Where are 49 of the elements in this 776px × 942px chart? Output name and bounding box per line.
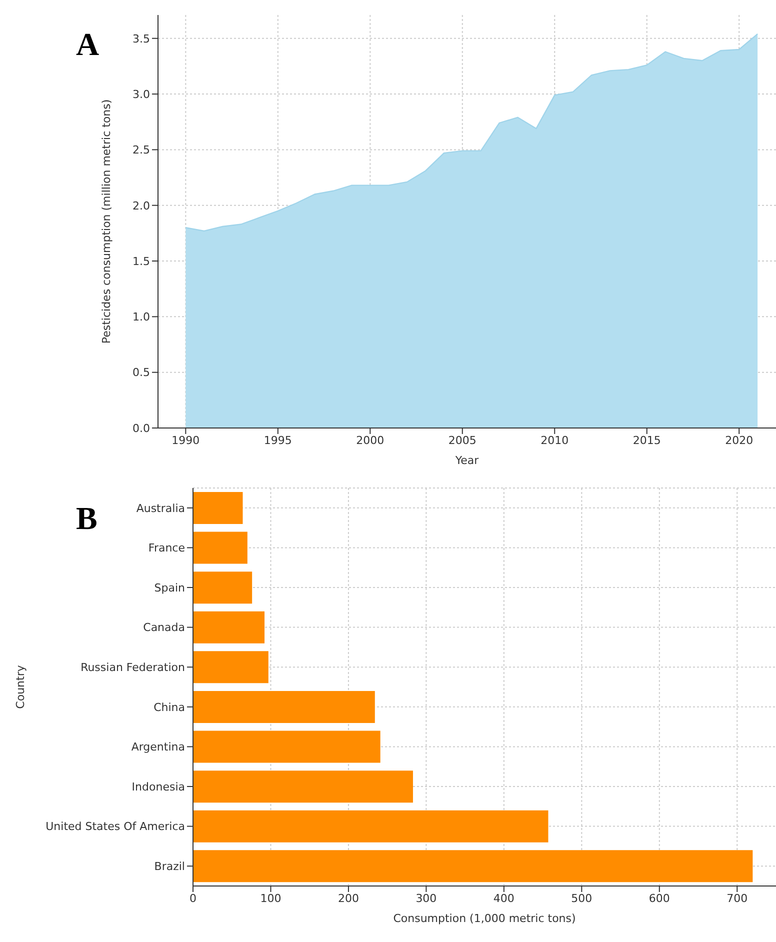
- y-tick-label: Canada: [143, 621, 185, 634]
- bar: [193, 810, 548, 842]
- x-tick-label: 100: [260, 892, 282, 905]
- y-axis-title: Pesticides consumption (million metric tons): [100, 99, 113, 344]
- x-tick-label: 2020: [725, 434, 754, 447]
- y-tick-label: 2.5: [132, 144, 150, 157]
- text: B: [76, 500, 98, 537]
- y-tick-label: 0.5: [132, 366, 150, 380]
- x-axis-title: Year: [454, 454, 480, 467]
- y-tick-label: China: [154, 700, 185, 714]
- y-tick-label: United States Of America: [46, 820, 185, 834]
- x-tick-label: 2010: [540, 434, 569, 447]
- x-tick-label: 0: [190, 892, 196, 905]
- y-tick-label: Australia: [136, 502, 185, 515]
- y-tick-label: 3.0: [132, 88, 150, 101]
- bar: [193, 651, 268, 684]
- x-tick-label: 2005: [448, 434, 476, 447]
- y-tick-label: 1.0: [132, 310, 150, 324]
- y-tick-label: 1.5: [132, 254, 150, 268]
- x-tick-label: 400: [493, 892, 514, 905]
- x-tick-label: 2000: [356, 434, 384, 447]
- y-tick-label: 3.5: [132, 32, 150, 46]
- bar: [193, 690, 375, 723]
- x-tick-label: 2015: [632, 434, 661, 447]
- y-axis-title: Country: [14, 664, 27, 709]
- bar: [193, 730, 380, 763]
- y-tick-label: Spain: [154, 581, 186, 594]
- x-tick-label: 500: [571, 892, 592, 905]
- bar: [193, 492, 243, 524]
- x-tick-label: 1990: [172, 434, 200, 447]
- x-tick-label: 700: [726, 892, 748, 905]
- y-tick-label: Argentina: [131, 740, 185, 754]
- y-tick-label: 0.0: [132, 422, 150, 435]
- bar: [193, 850, 753, 882]
- text: A: [76, 26, 100, 63]
- bar: [193, 770, 413, 803]
- x-tick-label: 1995: [264, 434, 292, 447]
- bar: [193, 532, 248, 564]
- x-tick-label: 600: [648, 892, 670, 905]
- x-tick-label: 300: [416, 892, 437, 905]
- y-tick-label: 2.0: [132, 199, 150, 212]
- y-tick-label: Brazil: [154, 860, 185, 874]
- y-tick-label: Russian Federation: [80, 661, 186, 674]
- x-axis-title: Consumption (1,000 metric tons): [393, 912, 576, 925]
- x-tick-label: 200: [338, 892, 359, 905]
- bar: [193, 572, 252, 604]
- y-tick-label: France: [148, 542, 186, 555]
- bar: [193, 611, 265, 644]
- y-tick-label: Indonesia: [132, 780, 185, 794]
